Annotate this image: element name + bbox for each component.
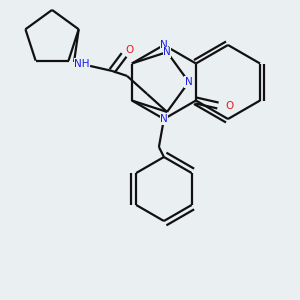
- Text: N: N: [163, 47, 171, 57]
- Text: O: O: [125, 45, 133, 55]
- Text: N: N: [160, 114, 168, 124]
- Text: N: N: [160, 114, 168, 124]
- Text: N: N: [160, 40, 168, 50]
- Text: NH: NH: [74, 59, 90, 69]
- Text: N: N: [160, 40, 168, 50]
- Text: N: N: [163, 47, 171, 57]
- Text: O: O: [226, 100, 234, 110]
- Text: N: N: [185, 77, 193, 87]
- Text: N: N: [185, 77, 193, 87]
